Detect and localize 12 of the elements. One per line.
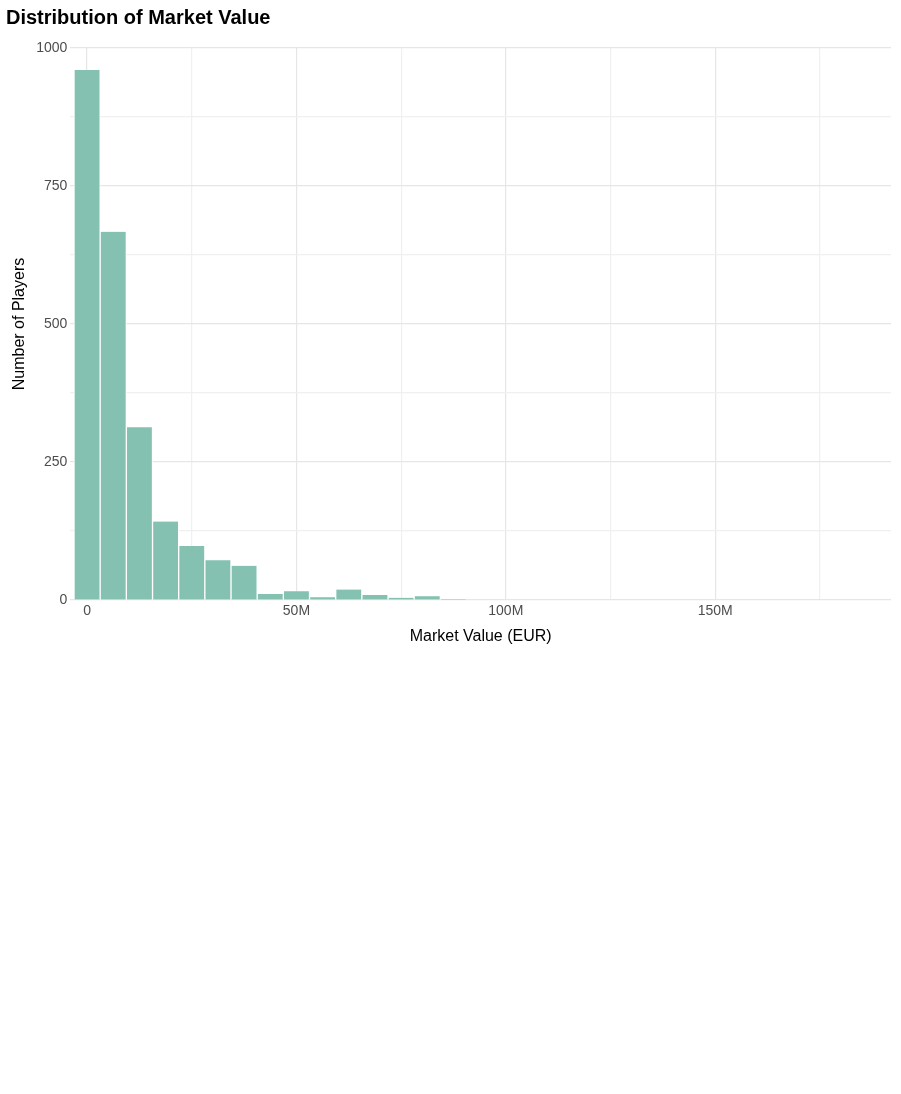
chart-title: Distribution of Market Value <box>6 5 271 28</box>
y-tick-label: 250 <box>43 452 68 469</box>
y-tick-label: 750 <box>43 176 68 193</box>
x-tick-label: 100M <box>488 602 524 619</box>
y-axis-title: Number of Players <box>10 257 28 391</box>
x-axis-title: Market Value (EUR) <box>409 626 552 644</box>
x-tick-label: 150M <box>697 602 733 619</box>
x-tick-label: 50M <box>282 602 311 619</box>
x-tick-label: 0 <box>83 602 92 619</box>
y-tick-label: 0 <box>59 590 68 607</box>
y-tick-label: 500 <box>43 314 68 331</box>
y-tick-label: 1000 <box>36 38 68 55</box>
